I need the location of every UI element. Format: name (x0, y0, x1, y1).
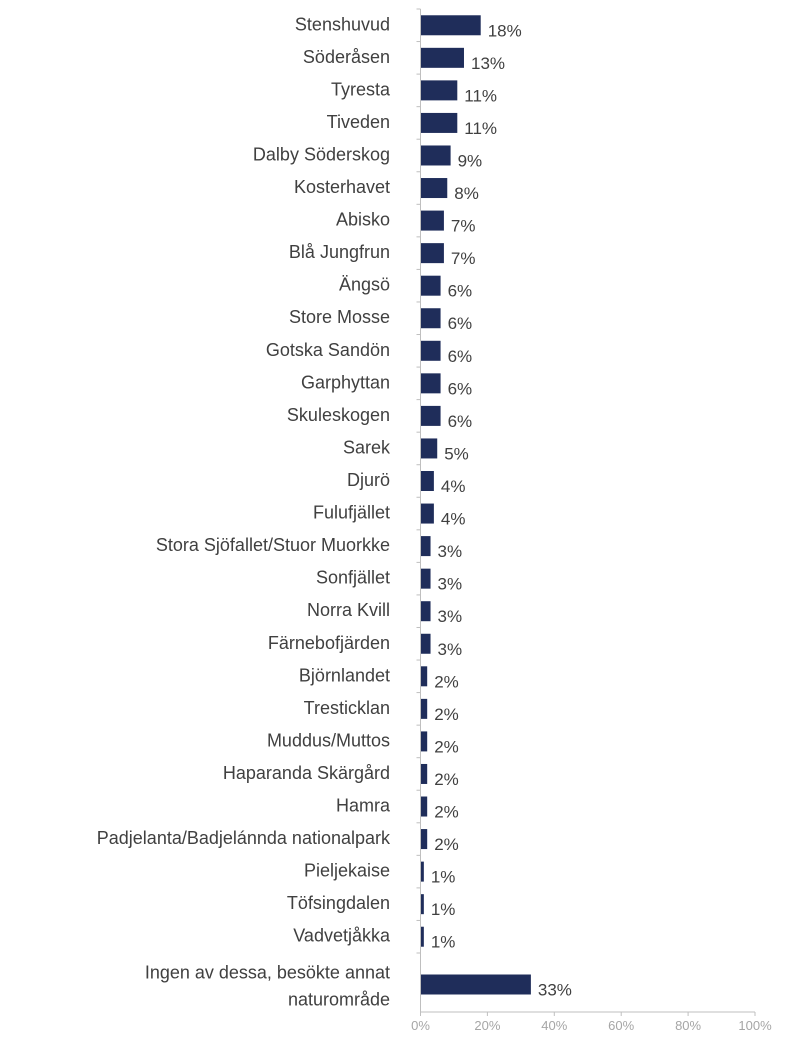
category-label: Dalby Söderskog (253, 144, 390, 164)
category-label: Tiveden (327, 112, 390, 132)
bar (421, 471, 434, 491)
category-label: Fulufjället (313, 503, 390, 523)
x-tick-label: 40% (541, 1018, 567, 1033)
bar (421, 47, 464, 68)
bar-value-label: 7% (451, 249, 476, 268)
bar (421, 796, 428, 817)
category-label: Sonfjället (316, 568, 390, 588)
bar (421, 974, 531, 995)
bar (421, 568, 431, 589)
category-label: Sarek (343, 437, 391, 457)
bar (421, 926, 424, 947)
category-label: Söderåsen (303, 47, 390, 67)
category-label: Abisko (336, 210, 390, 230)
bar-value-label: 18% (488, 21, 522, 40)
category-label: Pieljekaise (304, 861, 390, 881)
category-label: Garphyttan (301, 372, 390, 392)
bar (421, 763, 428, 784)
bar (421, 308, 441, 329)
category-label: Kosterhavet (294, 177, 390, 197)
bar-value-label: 11% (464, 119, 497, 138)
bar-value-label: 8% (454, 184, 479, 203)
category-label: Björnlandet (299, 665, 390, 685)
bar-value-label: 6% (448, 379, 473, 398)
bar-value-label: 9% (458, 151, 483, 170)
bar-value-label: 11% (464, 86, 497, 105)
bar-value-label: 6% (448, 314, 473, 333)
category-label: Vadvetjåkka (293, 926, 391, 946)
bar-value-label: 2% (434, 737, 459, 756)
bar-value-label: 4% (441, 477, 466, 496)
bar (421, 633, 431, 654)
bar (421, 340, 441, 361)
category-label: Store Mosse (289, 307, 390, 327)
bar-value-label: 4% (441, 510, 466, 529)
category-label: Muddus/Muttos (267, 730, 390, 750)
bar (421, 112, 458, 133)
bar (421, 861, 424, 882)
bar (421, 503, 434, 524)
bar-value-label: 1% (431, 868, 456, 887)
bar-value-label: 3% (438, 575, 463, 594)
x-tick-label: 100% (738, 1018, 772, 1033)
category-label: Tyresta (331, 79, 391, 99)
bar (421, 210, 444, 231)
bar-value-label: 33% (538, 981, 572, 1000)
bar (421, 731, 428, 752)
category-label: Stora Sjöfallet/Stuor Muorkke (156, 535, 390, 555)
bar (421, 373, 441, 394)
category-label: Tresticklan (304, 698, 390, 718)
bar (421, 666, 428, 687)
bar (421, 145, 451, 166)
category-label: Norra Kvill (307, 600, 390, 620)
bar (421, 15, 481, 36)
bar (421, 178, 448, 199)
x-tick-label: 20% (474, 1018, 500, 1033)
category-label: Haparanda Skärgård (223, 763, 390, 783)
bar (421, 438, 438, 459)
bar (421, 243, 444, 264)
bar-value-label: 2% (434, 672, 459, 691)
bar-value-label: 3% (438, 542, 463, 561)
category-label: Töfsingdalen (287, 893, 390, 913)
bar (421, 405, 441, 426)
bar (421, 601, 431, 622)
bar (421, 275, 441, 296)
category-label: Blå Jungfrun (289, 242, 390, 262)
bar-value-label: 1% (431, 900, 456, 919)
bar-value-label: 13% (471, 54, 505, 73)
bar-value-label: 2% (434, 705, 459, 724)
bar-value-label: 6% (448, 412, 473, 431)
x-tick-label: 60% (608, 1018, 634, 1033)
bar (421, 80, 458, 101)
bar-value-label: 6% (448, 282, 473, 301)
category-label: Gotska Sandön (266, 340, 390, 360)
bar-value-label: 7% (451, 217, 476, 236)
category-label: Ängsö (339, 275, 390, 295)
bar-value-label: 6% (448, 347, 473, 366)
category-label: Djurö (347, 470, 390, 490)
bar-value-label: 5% (444, 444, 469, 463)
bar-value-label: 3% (438, 640, 463, 659)
category-label: Färnebofjärden (268, 633, 390, 653)
bar (421, 536, 431, 557)
bar-value-label: 2% (434, 835, 459, 854)
category-label: Stenshuvud (295, 14, 390, 34)
bar (421, 894, 424, 915)
bar-value-label: 2% (434, 770, 459, 789)
bar-value-label: 1% (431, 933, 456, 952)
category-label: Hamra (336, 796, 391, 816)
bar (421, 829, 428, 850)
bar-value-label: 3% (438, 607, 463, 626)
bar (421, 698, 428, 719)
x-tick-label: 80% (675, 1018, 701, 1033)
category-label: Skuleskogen (287, 405, 390, 425)
bar-value-label: 2% (434, 803, 459, 822)
x-tick-label: 0% (411, 1018, 430, 1033)
category-label: Padjelanta/Badjelánnda nationalpark (97, 828, 391, 848)
category-label: Ingen av dessa, besökte annat naturområde (145, 963, 390, 1010)
